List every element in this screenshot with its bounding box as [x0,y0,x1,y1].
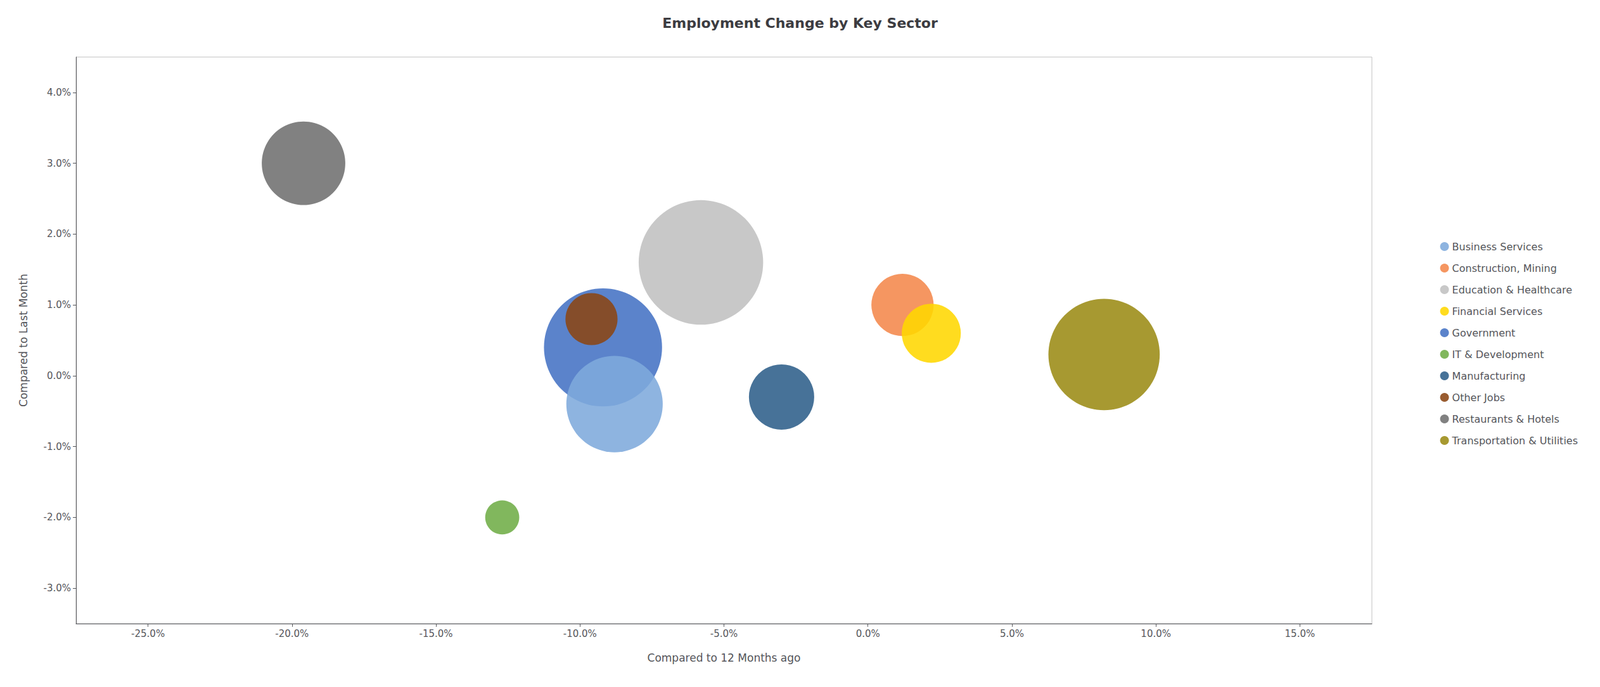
svg-text:Other Jobs: Other Jobs [1452,391,1506,404]
svg-text:-2.0%: -2.0% [43,511,71,523]
svg-text:-1.0%: -1.0% [43,441,71,453]
svg-text:IT & Development: IT & Development [1452,348,1545,361]
svg-text:Compared to 12 Months ago: Compared to 12 Months ago [647,651,801,665]
svg-text:2.0%: 2.0% [46,228,71,240]
svg-text:-3.0%: -3.0% [43,582,71,594]
svg-text:5.0%: 5.0% [999,627,1024,640]
svg-text:Manufacturing: Manufacturing [1452,370,1526,383]
svg-text:Government: Government [1452,326,1516,340]
svg-text:Transportation & Utilities: Transportation & Utilities [1451,434,1578,447]
svg-text:-15.0%: -15.0% [419,627,454,640]
svg-text:4.0%: 4.0% [46,86,71,99]
svg-text:-5.0%: -5.0% [710,627,739,640]
svg-text:Construction, Mining: Construction, Mining [1452,262,1557,275]
svg-text:-20.0%: -20.0% [275,627,309,640]
svg-text:Education & Healthcare: Education & Healthcare [1452,283,1573,296]
svg-text:Business Services: Business Services [1452,240,1543,253]
svg-text:0.0%: 0.0% [46,370,71,382]
svg-text:15.0%: 15.0% [1285,627,1316,640]
svg-text:0.0%: 0.0% [856,627,881,640]
svg-text:Restaurants & Hotels: Restaurants & Hotels [1452,413,1560,426]
svg-text:10.0%: 10.0% [1140,627,1172,640]
svg-text:-10.0%: -10.0% [563,627,597,640]
svg-text:1.0%: 1.0% [46,299,71,311]
svg-text:Employment Change by Key Secto: Employment Change by Key Sector [662,15,938,32]
svg-text:3.0%: 3.0% [46,157,71,170]
svg-text:Compared to Last Month: Compared to Last Month [17,273,30,407]
svg-text:-25.0%: -25.0% [131,627,165,640]
svg-text:Financial Services: Financial Services [1452,305,1543,318]
